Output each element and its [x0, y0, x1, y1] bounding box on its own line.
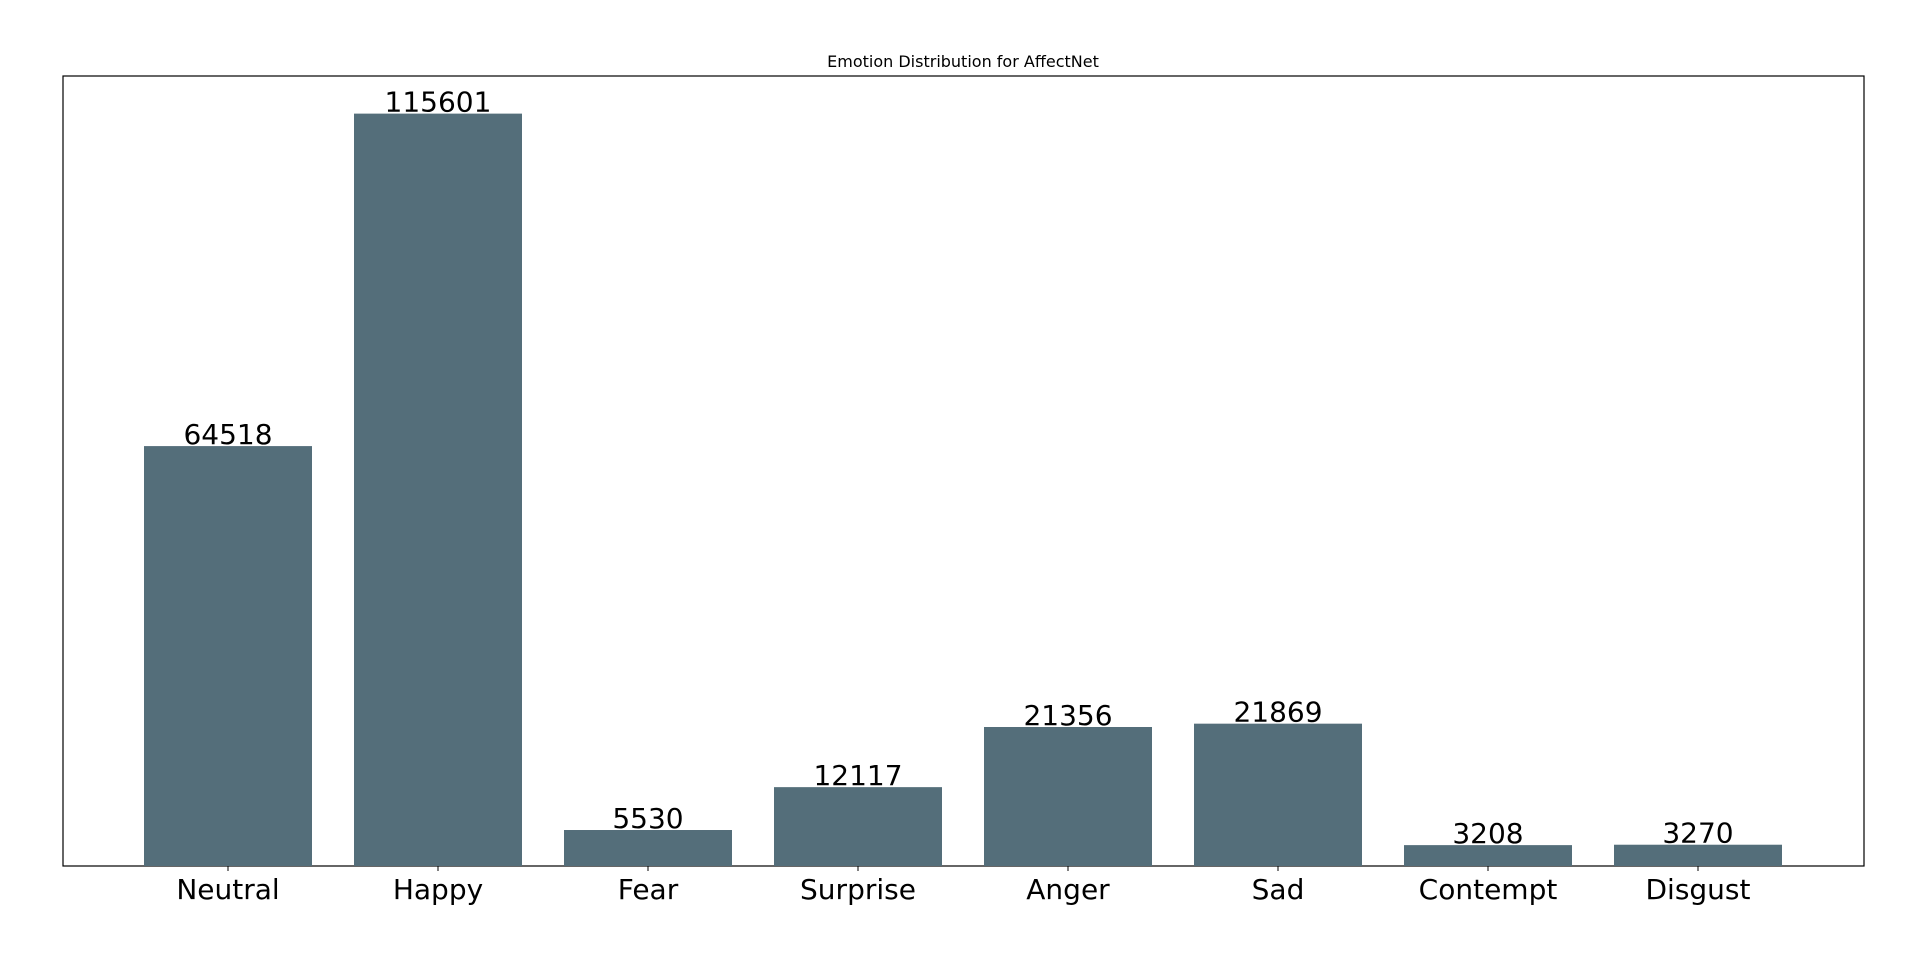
bar-disgust — [1614, 844, 1782, 866]
x-axis-ticks-group: Neutral Happy Fear Surprise Anger Sad Contempt… — [176, 866, 1751, 906]
x-tick-label-surprise: Surprise — [800, 873, 916, 906]
x-tick-label-sad: Sad — [1252, 873, 1305, 906]
bar-anger — [984, 727, 1152, 866]
x-tick-label-fear: Fear — [618, 873, 679, 906]
x-tick-label-contempt: Contempt — [1419, 873, 1558, 906]
value-label-anger: 21356 — [1023, 699, 1112, 732]
bar-surprise — [774, 787, 942, 866]
bar-happy — [354, 113, 522, 867]
value-label-sad: 21869 — [1233, 696, 1322, 729]
x-tick-label-disgust: Disgust — [1645, 873, 1750, 906]
chart-title: Emotion Distribution for AffectNet — [827, 52, 1099, 71]
value-label-neutral: 64518 — [183, 418, 272, 451]
x-tick-label-anger: Anger — [1026, 873, 1110, 906]
value-label-contempt: 3208 — [1452, 817, 1523, 850]
bars-group — [144, 113, 1782, 867]
x-tick-label-neutral: Neutral — [176, 873, 279, 906]
x-tick-label-happy: Happy — [393, 873, 483, 906]
value-labels-group: 64518 115601 5530 12117 21356 21869 3208 3270 — [183, 86, 1733, 851]
value-label-surprise: 12117 — [813, 759, 902, 792]
bar-fear — [564, 830, 732, 866]
bar-sad — [1194, 723, 1362, 866]
value-label-disgust: 3270 — [1662, 817, 1733, 850]
plot-frame — [62, 75, 1865, 867]
value-label-fear: 5530 — [612, 802, 683, 835]
bar-neutral — [144, 446, 312, 866]
value-label-happy: 115601 — [385, 86, 492, 119]
bar-contempt — [1404, 845, 1572, 866]
